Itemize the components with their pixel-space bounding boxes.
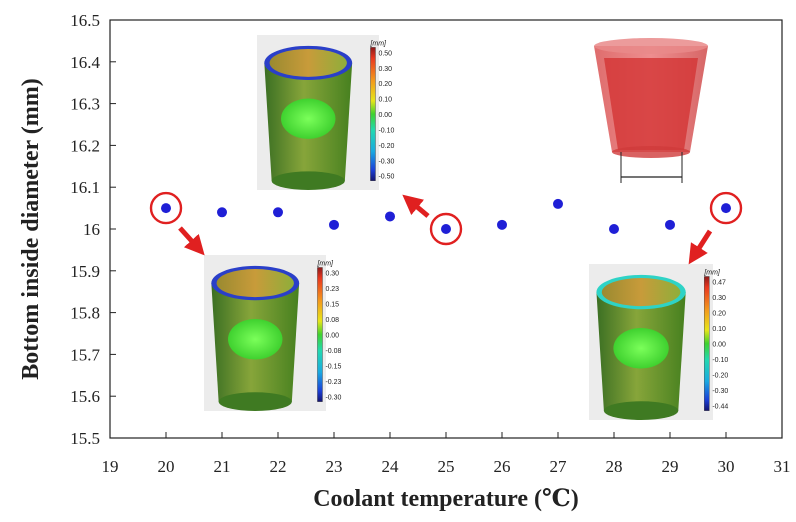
scale-label: 0.30	[378, 66, 392, 73]
x-tick-label: 21	[214, 457, 231, 476]
scale-label: 0.00	[712, 342, 726, 349]
scale-label: 0.50	[378, 50, 392, 57]
y-tick-label: 16.1	[70, 178, 100, 197]
scale-unit: [mm]	[369, 40, 387, 47]
highlight-arrow	[402, 194, 430, 218]
y-axis-ticks: 15.5 15.6 15.7 15.8 15.9 16 16.1 16.2 16.3 16.4 16…	[70, 11, 116, 448]
y-tick-label: 15.5	[70, 429, 100, 448]
scale-label: -0.30	[325, 395, 341, 402]
deviation-map-20C: [mm] 0.30 0.23 0.15 0.08 0.00 -0.08 -0.15 -0.23 -…	[204, 255, 342, 412]
deviation-map-30C: [mm] 0.47 0.30 0.20 0.10 0.00 -0.10 -0.20 -0.30 -…	[589, 264, 728, 421]
x-axis-title: Coolant temperature (℃)	[313, 486, 579, 512]
data-point	[441, 224, 451, 234]
y-tick-label: 15.6	[70, 387, 100, 406]
x-tick-label: 30	[718, 457, 735, 476]
scale-label: 0.10	[378, 97, 392, 104]
highlight-markers	[149, 191, 743, 265]
data-point	[665, 219, 675, 230]
y-tick-label: 15.9	[70, 262, 100, 281]
x-tick-label: 25	[438, 457, 455, 476]
x-tick-label: 28	[606, 457, 623, 476]
data-series	[161, 198, 731, 234]
data-point	[497, 219, 507, 230]
data-point	[161, 203, 171, 214]
scale-label: 0.08	[325, 317, 339, 324]
cup-schematic	[594, 38, 708, 183]
scale-label: -0.10	[378, 127, 394, 134]
scale-label: 0.00	[378, 112, 392, 119]
scale-label: -0.30	[712, 388, 728, 395]
x-tick-label: 19	[102, 457, 119, 476]
y-tick-label: 16.2	[70, 136, 100, 155]
scale-label: -0.10	[712, 357, 728, 364]
data-point	[329, 219, 339, 230]
y-tick-label: 16.3	[70, 95, 100, 114]
highlight-arrow	[178, 226, 205, 256]
data-point	[273, 207, 283, 218]
data-point	[609, 224, 619, 234]
scale-label: 0.00	[325, 333, 339, 340]
scale-label: -0.15	[325, 364, 341, 371]
scale-label: -0.30	[378, 158, 394, 165]
x-tick-label: 31	[774, 457, 791, 476]
x-tick-label: 23	[326, 457, 343, 476]
scale-label: -0.50	[378, 174, 394, 181]
data-point	[217, 207, 227, 218]
highlight-circle	[709, 191, 743, 225]
y-tick-label: 15.7	[70, 345, 100, 364]
x-tick-label: 22	[270, 457, 287, 476]
scale-unit: [mm]	[316, 260, 334, 267]
scale-label: -0.20	[378, 143, 394, 150]
highlight-arrow	[688, 229, 713, 265]
x-tick-label: 27	[550, 457, 568, 476]
scale-label: -0.44	[712, 404, 728, 411]
y-tick-label: 16.4	[70, 53, 100, 72]
highlight-circle	[149, 191, 183, 225]
data-point	[553, 198, 563, 209]
x-tick-label: 26	[494, 457, 511, 476]
scale-label: -0.23	[325, 379, 341, 386]
y-tick-label: 16	[83, 220, 100, 239]
scale-label: 0.15	[325, 302, 339, 309]
highlight-circle	[429, 212, 463, 246]
y-tick-label: 15.8	[70, 304, 100, 323]
x-axis-ticks: 19 20 21 22 23 24 25 26 27 28 29 30 31	[102, 432, 791, 476]
scale-label: -0.08	[325, 348, 341, 355]
scale-label: 0.10	[712, 326, 726, 333]
scale-label: 0.20	[712, 311, 726, 318]
x-tick-label: 24	[382, 457, 400, 476]
data-point	[385, 211, 395, 222]
deviation-map-25C: [mm] 0.50 0.30 0.20 0.10 0.00 -0.10 -0.20 -0.30 -…	[257, 35, 395, 190]
scale-label: 0.23	[325, 286, 339, 293]
inset-images: [mm] 0.30 0.23 0.15 0.08 0.00 -0.08 -0.15 -0.23 -…	[204, 35, 728, 421]
y-axis-title: Bottom inside diameter (mm)	[18, 78, 44, 380]
scale-label: 0.20	[378, 81, 392, 88]
scale-label: -0.20	[712, 373, 728, 380]
scale-unit: [mm]	[703, 269, 721, 276]
scale-label: 0.30	[325, 270, 339, 277]
y-tick-label: 16.5	[70, 11, 100, 30]
scale-label: 0.30	[712, 295, 726, 302]
x-tick-label: 20	[158, 457, 175, 476]
x-tick-label: 29	[662, 457, 679, 476]
data-point	[721, 203, 731, 214]
scale-label: 0.47	[712, 279, 726, 286]
